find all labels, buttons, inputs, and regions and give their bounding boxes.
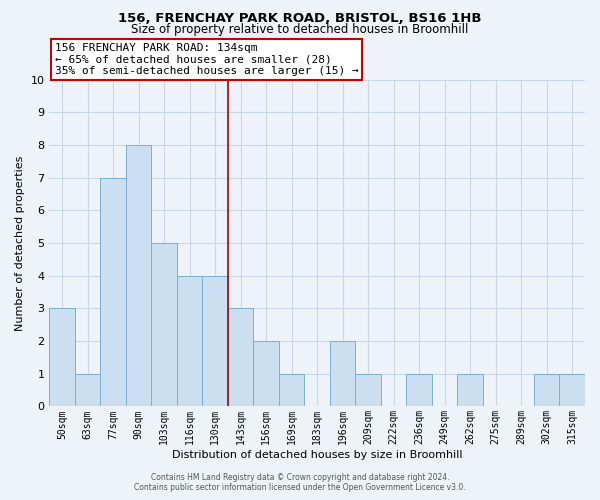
Bar — [126, 145, 151, 406]
X-axis label: Distribution of detached houses by size in Broomhill: Distribution of detached houses by size … — [172, 450, 463, 460]
Text: Size of property relative to detached houses in Broomhill: Size of property relative to detached ho… — [131, 22, 469, 36]
Bar — [75, 374, 100, 406]
Bar — [355, 374, 381, 406]
Bar — [534, 374, 559, 406]
Bar — [49, 308, 75, 406]
Bar — [406, 374, 432, 406]
Bar — [202, 276, 228, 406]
Bar — [177, 276, 202, 406]
Bar — [279, 374, 304, 406]
Bar — [253, 341, 279, 406]
Text: 156, FRENCHAY PARK ROAD, BRISTOL, BS16 1HB: 156, FRENCHAY PARK ROAD, BRISTOL, BS16 1… — [118, 12, 482, 26]
Bar — [228, 308, 253, 406]
Y-axis label: Number of detached properties: Number of detached properties — [15, 156, 25, 330]
Bar — [457, 374, 483, 406]
Bar — [559, 374, 585, 406]
Text: Contains HM Land Registry data © Crown copyright and database right 2024.
Contai: Contains HM Land Registry data © Crown c… — [134, 473, 466, 492]
Bar — [100, 178, 126, 406]
Bar — [151, 243, 177, 406]
Bar — [330, 341, 355, 406]
Text: 156 FRENCHAY PARK ROAD: 134sqm
← 65% of detached houses are smaller (28)
35% of : 156 FRENCHAY PARK ROAD: 134sqm ← 65% of … — [55, 43, 359, 76]
